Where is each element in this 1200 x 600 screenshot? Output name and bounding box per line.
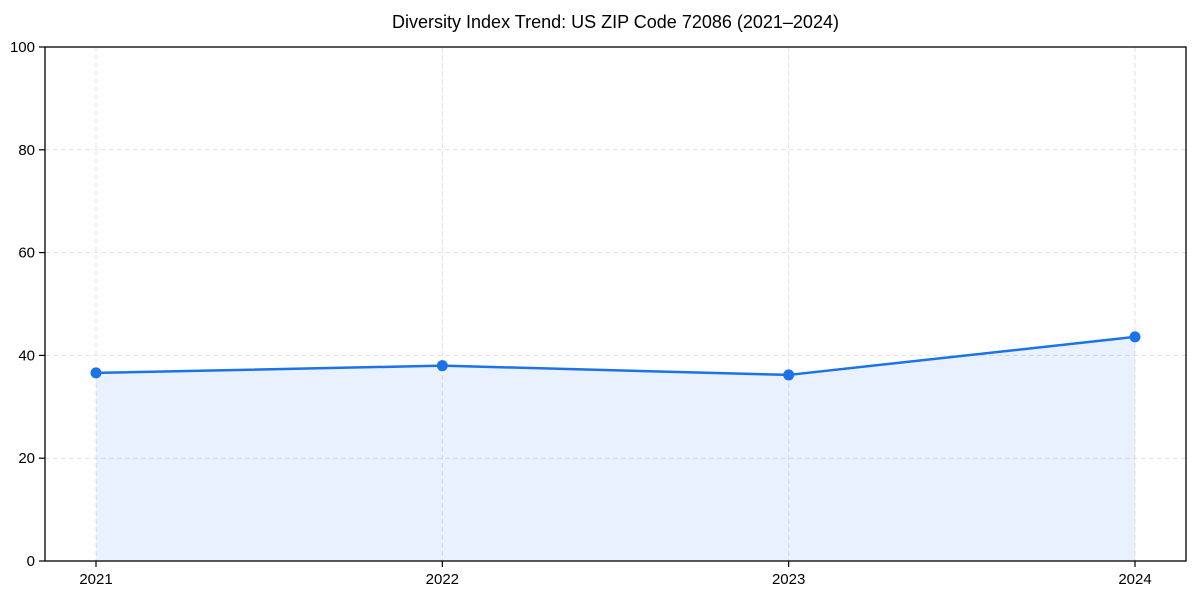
x-tick-label: 2023 [772,571,805,588]
data-point-2023 [783,369,795,381]
y-tick-label: 100 [10,39,35,56]
y-tick-label: 20 [18,450,35,467]
x-tick-label: 2024 [1118,571,1151,588]
x-tick-label: 2022 [426,571,459,588]
data-point-2022 [436,360,448,372]
y-tick-label: 60 [18,245,35,262]
y-tick-label: 0 [27,553,35,570]
data-point-2024 [1129,331,1141,343]
data-point-2021 [90,367,102,379]
y-tick-label: 80 [18,142,35,159]
plot-border [44,46,1187,562]
chart-title: Diversity Index Trend: US ZIP Code 72086… [392,12,839,32]
x-tick-label: 2021 [79,571,112,588]
trend-line [94,335,1137,377]
y-tick-label: 40 [18,347,35,364]
area-fill [96,336,1135,561]
